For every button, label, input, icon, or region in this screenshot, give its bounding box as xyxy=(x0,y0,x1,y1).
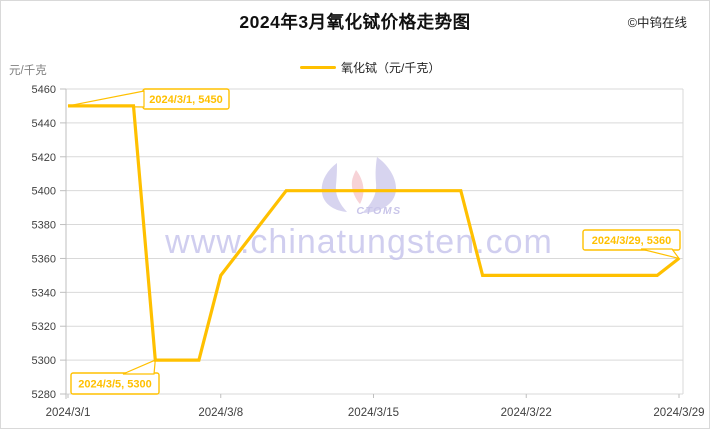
y-tick-label: 5400 xyxy=(32,186,56,198)
y-tick-label: 5320 xyxy=(32,321,56,333)
logo-caption: CTOMS xyxy=(356,205,401,217)
annotation-box xyxy=(70,372,160,395)
x-tick-label: 2024/3/8 xyxy=(198,407,243,419)
y-tick-label: 5420 xyxy=(32,152,56,164)
x-tick-label: 2024/3/29 xyxy=(653,407,704,419)
chart-title: 2024年3月氧化铽价格走势图 xyxy=(239,12,471,32)
annotation-leader xyxy=(122,359,156,375)
watermark-text: www.chinatungsten.com xyxy=(164,223,553,261)
logo-left-petal-icon xyxy=(321,163,347,212)
x-tick-label: 2024/3/22 xyxy=(501,407,552,419)
annotation-labels: 2024/3/1, 5450 2024/3/5, 5300 2024/3/29, 5… xyxy=(78,94,671,391)
y-tick-label: 5280 xyxy=(32,389,56,401)
annotation-boxes xyxy=(70,88,681,395)
legend: 氧化铽（元/千克） xyxy=(300,59,440,76)
annotation-leader xyxy=(640,248,681,260)
logo-right-petal-icon xyxy=(362,157,397,213)
y-tick-label: 5380 xyxy=(32,220,56,232)
y-tick-label: 5460 xyxy=(32,84,56,96)
annotation-label: 2024/3/29, 5360 xyxy=(592,235,672,247)
price-line xyxy=(68,104,680,362)
series-layer xyxy=(68,104,680,362)
watermark-logo: CTOMS xyxy=(321,157,401,217)
grid-layer: 5460 5440 5420 5400 5380 5360 5340 5320 5300 5280… xyxy=(32,84,705,419)
y-tick-label: 5360 xyxy=(32,253,56,265)
x-tick-label: 2024/3/15 xyxy=(348,407,399,419)
watermark-layer: CTOMS www.chinatungsten.com xyxy=(164,157,553,261)
y-axis-unit-label: 元/千克 xyxy=(9,65,47,77)
annotation-label: 2024/3/1, 5450 xyxy=(149,94,222,106)
logo-flame-icon xyxy=(351,170,364,204)
legend-line-swatch xyxy=(300,66,336,69)
y-tick-label: 5340 xyxy=(32,287,56,299)
y-tick-label: 5440 xyxy=(32,118,56,130)
x-tick-label: 2024/3/1 xyxy=(46,407,91,419)
y-tick-label: 5300 xyxy=(32,355,56,367)
annotation-label: 2024/3/5, 5300 xyxy=(78,379,151,391)
annotation-box xyxy=(582,229,681,251)
copyright-label: ©中钨在线 xyxy=(627,16,687,30)
legend-label: 氧化铽（元/千克） xyxy=(341,61,441,75)
